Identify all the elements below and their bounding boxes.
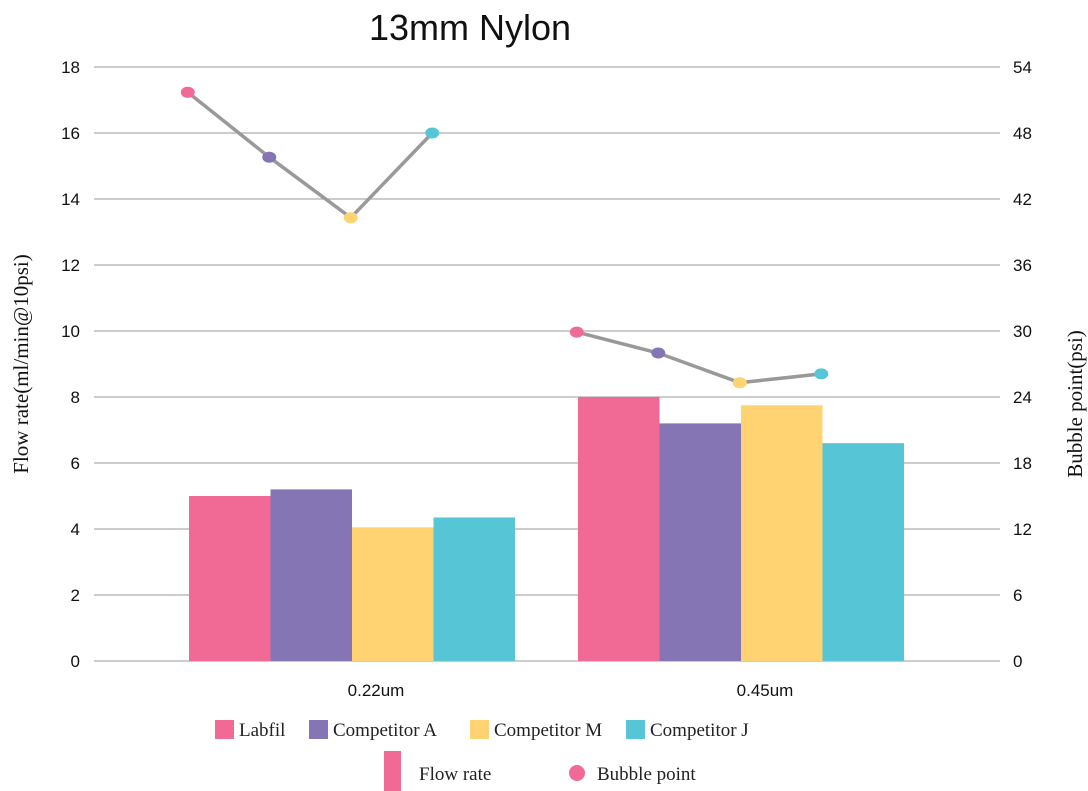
bubble-point-competitor-m-0-45um — [732, 377, 747, 389]
y-tick-right: 54 — [1013, 58, 1032, 77]
legend: Labfil Competitor A Competitor M Competitor… — [215, 720, 749, 741]
legend-swatch-labfil — [215, 720, 234, 739]
y-tick-left: 16 — [61, 124, 80, 143]
type-legend: Flow rate Bubble point — [384, 751, 696, 791]
bar-competitor-a-0-45um — [659, 423, 741, 661]
bar-competitor-a-0-22um — [270, 489, 352, 661]
y-axis-left-title: Flow rate(ml/min@10psi) — [9, 254, 33, 473]
bar-competitor-j-0-22um — [433, 517, 515, 661]
y-tick-left: 0 — [71, 652, 80, 671]
bar-competitor-j-0-45um — [822, 443, 904, 661]
bar-labfil-0-22um — [189, 496, 271, 661]
bubble-point-line-0-45um — [576, 330, 822, 385]
y-tick-right: 0 — [1013, 652, 1022, 671]
bubble-point-lines — [186, 90, 822, 385]
bubble-point-competitor-m-0-22um — [343, 212, 358, 224]
y-tick-left: 14 — [61, 190, 80, 209]
y-tick-left: 6 — [71, 454, 80, 473]
type-legend-flow-rate-label: Flow rate — [419, 764, 491, 785]
bar-competitor-m-0-45um — [741, 405, 823, 661]
legend-label-competitor-a: Competitor A — [333, 720, 437, 741]
legend-label-competitor-j: Competitor J — [650, 720, 749, 741]
y-tick-right: 42 — [1013, 190, 1032, 209]
bubble-point-labfil-0-22um — [180, 86, 195, 98]
legend-swatch-competitor-a — [309, 720, 328, 739]
y-tick-right: 36 — [1013, 256, 1032, 275]
bars — [189, 397, 904, 661]
y-tick-left: 12 — [61, 256, 80, 275]
type-legend-flow-rate-swatch — [384, 751, 401, 791]
bubble-point-line-0-22um — [186, 90, 434, 221]
x-tick-label: 0.45um — [737, 681, 794, 700]
y-tick-right: 24 — [1013, 388, 1032, 407]
y-tick-left: 8 — [71, 388, 80, 407]
y-tick-left: 4 — [71, 520, 80, 539]
type-legend-bubble-point-label: Bubble point — [597, 764, 696, 785]
y-tick-right: 6 — [1013, 586, 1022, 605]
y-axis-right-title: Bubble point(psi) — [1063, 330, 1087, 478]
y-tick-right: 30 — [1013, 322, 1032, 341]
y-tick-right: 48 — [1013, 124, 1032, 143]
y-tick-right: 18 — [1013, 454, 1032, 473]
bubble-point-competitor-a-0-22um — [262, 151, 277, 163]
chart-title: 13mm Nylon — [369, 7, 571, 48]
legend-label-competitor-m: Competitor M — [494, 720, 602, 741]
bar-competitor-m-0-22um — [352, 527, 434, 661]
y-tick-right: 12 — [1013, 520, 1032, 539]
bubble-point-competitor-a-0-45um — [651, 347, 666, 359]
x-tick-label: 0.22um — [348, 681, 405, 700]
bubble-point-competitor-j-0-45um — [814, 368, 829, 380]
bubble-points — [180, 86, 829, 389]
x-axis-categories: 0.22um 0.45um — [348, 681, 794, 700]
legend-swatch-competitor-j — [626, 720, 645, 739]
y-tick-left: 18 — [61, 58, 80, 77]
bar-labfil-0-45um — [578, 397, 660, 661]
y-tick-left: 10 — [61, 322, 80, 341]
y-axis-right: 0 6 12 18 24 30 36 42 48 54 — [1013, 58, 1032, 671]
type-legend-bubble-point-swatch — [569, 765, 585, 781]
y-tick-left: 2 — [71, 586, 80, 605]
bubble-point-labfil-0-45um — [569, 326, 584, 338]
legend-swatch-competitor-m — [470, 720, 489, 739]
bubble-point-competitor-j-0-22um — [425, 127, 440, 139]
y-axis-left: 0 2 4 6 8 10 12 14 16 18 — [61, 58, 80, 671]
legend-label-labfil: Labfil — [239, 720, 285, 741]
